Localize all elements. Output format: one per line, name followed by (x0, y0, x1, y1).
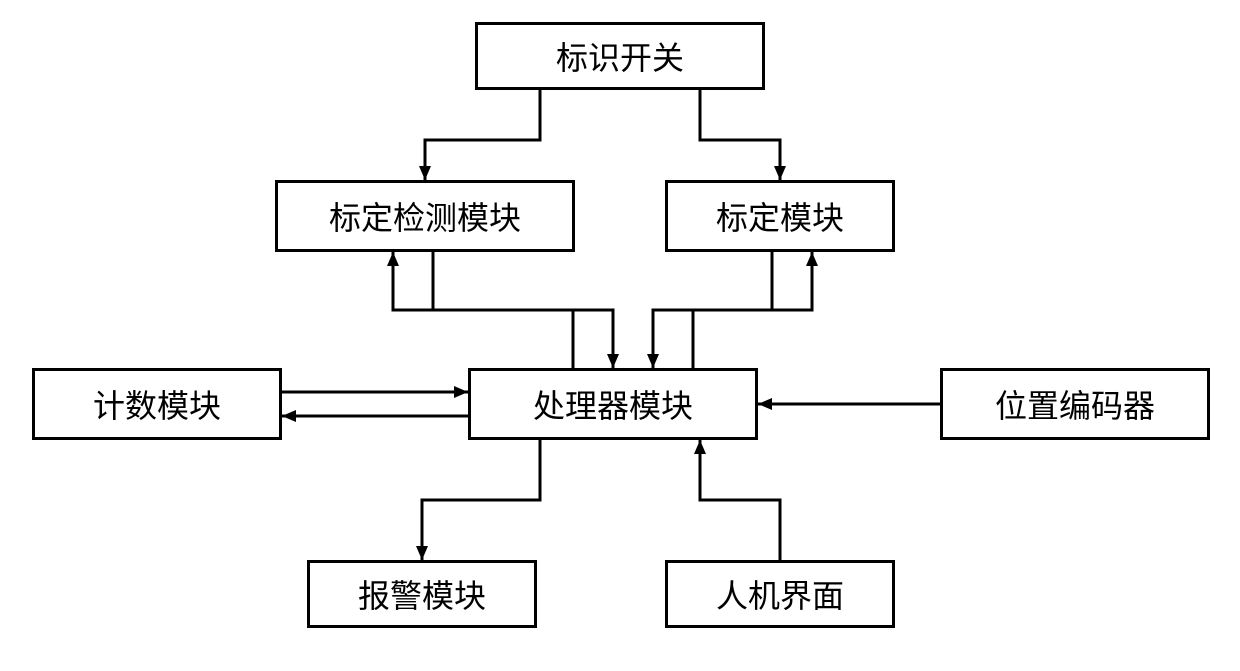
node-label: 标定模块 (716, 193, 844, 239)
node-label: 报警模块 (358, 571, 486, 617)
node-position-encoder: 位置编码器 (940, 368, 1210, 440)
node-calibration-detect: 标定检测模块 (275, 180, 575, 252)
node-label: 处理器模块 (533, 381, 693, 427)
node-label: 人机界面 (716, 571, 844, 617)
node-label: 位置编码器 (995, 381, 1155, 427)
node-label: 计数模块 (93, 381, 221, 427)
node-processor-module: 处理器模块 (468, 368, 758, 440)
node-label: 标定检测模块 (329, 193, 521, 239)
node-hmi: 人机界面 (665, 560, 895, 628)
node-alarm-module: 报警模块 (307, 560, 537, 628)
diagram-edges (0, 0, 1240, 671)
node-counter-module: 计数模块 (32, 368, 282, 440)
node-label: 标识开关 (556, 33, 684, 79)
node-identification-switch: 标识开关 (475, 22, 765, 90)
node-calibration-module: 标定模块 (665, 180, 895, 252)
